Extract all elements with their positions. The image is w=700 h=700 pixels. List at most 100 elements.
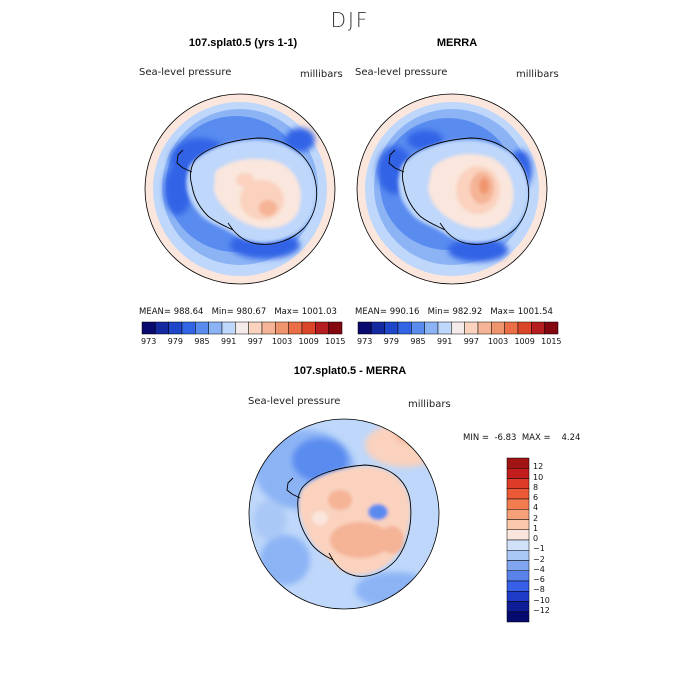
colorbar-swatch — [384, 321, 399, 335]
panel-2-variable: Sea-level pressure — [355, 67, 448, 78]
panel-2-units: millibars — [516, 69, 559, 80]
colorbar-tick-label: 1015 — [325, 337, 346, 346]
colorbar-tick-label: 1 — [533, 523, 539, 533]
colorbar-tick-label: 1003 — [487, 337, 509, 346]
colorbar-tick-label: 1003 — [271, 337, 293, 346]
max-label: Max= — [274, 307, 300, 317]
colorbar-swatch — [328, 321, 343, 335]
colorbar-tick-label: 991 — [437, 337, 453, 346]
colorbar-tick-label: 0 — [533, 534, 539, 543]
colorbar-swatch — [506, 509, 530, 520]
colorbar-swatch — [506, 529, 530, 541]
colorbar-swatch — [506, 488, 530, 500]
colorbar-swatch — [208, 321, 223, 335]
panel-1-variable: Sea-level pressure — [139, 67, 232, 78]
map-difference-slp — [249, 419, 439, 609]
max-value: 4.24 — [561, 433, 581, 443]
min-label: Min= — [427, 307, 450, 317]
colorbar-swatch — [261, 321, 276, 335]
colorbar-swatch — [506, 611, 530, 623]
colorbar-swatch — [506, 498, 530, 510]
colorbar-tick-label: 985 — [194, 337, 210, 346]
colorbar-swatch — [517, 321, 532, 335]
colorbar-swatch — [248, 321, 263, 335]
panel-3-stats: MIN = -6.83 MAX = 4.24 — [463, 433, 580, 443]
max-label: MAX = — [521, 433, 551, 443]
colorbar-tick-label: 6 — [533, 493, 539, 502]
panel-2-title: MERRA — [436, 37, 478, 49]
colorbar-swatch — [315, 321, 329, 335]
page-title: DJF — [330, 8, 370, 32]
colorbar-swatch — [506, 550, 530, 561]
mean-value: 988.64 — [173, 307, 204, 317]
mean-value: 990.16 — [389, 307, 420, 317]
panel-2-stats: MEAN= 990.16 Min= 982.92 Max= 1001.54 — [355, 307, 553, 317]
colorbar-tick-label: 1009 — [514, 337, 535, 346]
min-value: 980.67 — [236, 307, 267, 317]
colorbar-swatch — [195, 321, 209, 335]
colorbar-swatch — [424, 321, 439, 335]
colorbar-tick-label: 10 — [533, 472, 544, 482]
colorbar-tick-label: 4 — [533, 503, 539, 513]
colorbar-swatch — [506, 519, 530, 530]
colorbar-tick-label: 991 — [221, 337, 237, 346]
colorbar-tick-label: 1015 — [541, 337, 562, 346]
colorbar-tick-label: −2 — [533, 554, 545, 564]
colorbar-swatch — [464, 321, 479, 335]
max-value: 1001.54 — [517, 307, 553, 317]
colorbar-swatch — [288, 321, 303, 335]
colorbar-swatch — [531, 321, 545, 335]
panel-3-variable: Sea-level pressure — [248, 396, 341, 407]
colorbar-swatch — [181, 321, 196, 335]
colorbar-swatch — [141, 321, 156, 335]
colorbar-tick-label: 8 — [533, 482, 539, 492]
colorbar-tick-label: −1 — [533, 544, 545, 554]
min-label: MIN = — [463, 433, 490, 443]
mean-label: MEAN= — [355, 307, 387, 317]
colorbar-tick-label: 12 — [533, 462, 544, 472]
panel-1-units: millibars — [300, 69, 343, 80]
panel-1-stats: MEAN= 988.64 Min= 980.67 Max= 1001.03 — [139, 307, 337, 317]
colorbar-tick-label: 1009 — [298, 337, 319, 346]
map-merra-slp — [357, 94, 547, 284]
colorbar-swatch — [477, 321, 492, 335]
colorbar-tick-label: 997 — [247, 337, 263, 346]
colorbar-swatch — [168, 321, 183, 335]
colorbar-difference — [506, 457, 530, 623]
max-label: Max= — [490, 307, 516, 317]
max-value: 1001.03 — [301, 307, 337, 317]
colorbar-swatch — [221, 321, 236, 335]
colorbar-panel-2 — [357, 321, 559, 335]
panel-3-units: millibars — [408, 399, 451, 410]
colorbar-tick-label: 973 — [141, 337, 157, 346]
colorbar-tick-label: 979 — [167, 337, 183, 346]
colorbar-swatch — [544, 321, 559, 335]
min-label: Min= — [211, 307, 234, 317]
panel-3-title: 107.splat0.5 - MERRA — [293, 365, 407, 377]
colorbar-tick-label: 979 — [383, 337, 399, 346]
min-value: -6.83 — [494, 433, 517, 443]
colorbar-swatch — [371, 321, 385, 335]
colorbar-swatch — [506, 601, 530, 612]
colorbar-swatch — [506, 560, 530, 571]
colorbar-tick-label: −12 — [533, 605, 550, 615]
colorbar-swatch — [506, 580, 530, 592]
colorbar-swatch — [451, 321, 465, 335]
colorbar-swatch — [397, 321, 412, 335]
colorbar-tick-label: −4 — [533, 564, 545, 574]
colorbar-swatch — [155, 321, 169, 335]
colorbar-swatch — [275, 321, 289, 335]
colorbar-tick-label: 973 — [357, 337, 373, 346]
colorbar-panel-1 — [141, 321, 343, 335]
colorbar-swatch — [491, 321, 505, 335]
colorbar-swatch — [506, 570, 530, 582]
colorbar-swatch — [504, 321, 519, 335]
colorbar-swatch — [506, 478, 530, 489]
colorbar-swatch — [506, 468, 530, 479]
colorbar-tick-label: −6 — [533, 575, 545, 584]
panel-1-title: 107.splat0.5 (yrs 1-1) — [188, 37, 298, 49]
colorbar-swatch — [357, 321, 372, 335]
colorbar-tick-label: 997 — [463, 337, 479, 346]
mean-label: MEAN= — [139, 307, 171, 317]
